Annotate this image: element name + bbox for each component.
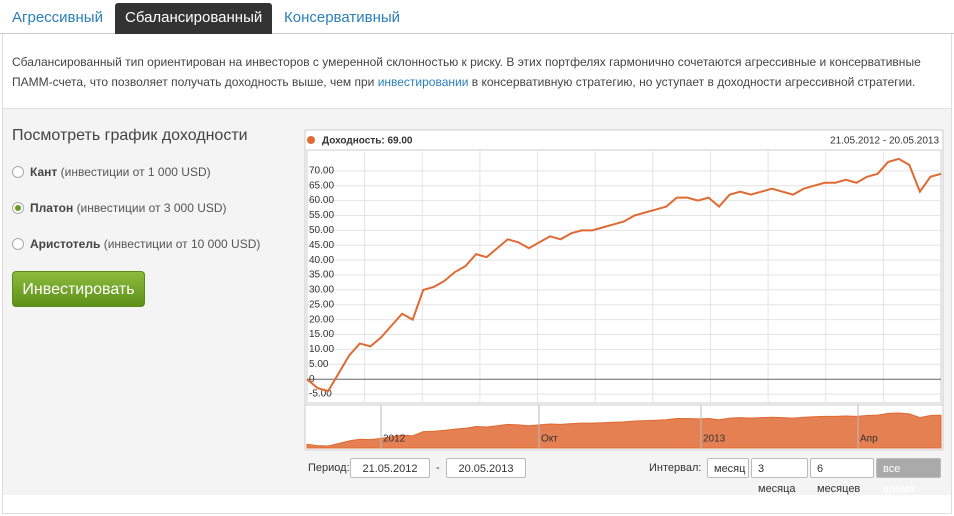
y-tick-label: 50.00 <box>309 225 334 236</box>
plot-area <box>306 149 942 404</box>
legend-marker <box>307 136 315 144</box>
panel <box>2 34 952 514</box>
tab[interactable]: Сбалансированный <box>115 3 273 34</box>
interval-button[interactable]: месяц <box>707 458 749 478</box>
radio-option[interactable]: Платон (инвестиции от 3 000 USD) <box>12 200 227 216</box>
tab-bar: Агрессивный Сбалансированный Консервативны… <box>0 0 954 34</box>
sidebar-title: Посмотреть график доходности <box>12 127 248 144</box>
y-tick-label: 65.00 <box>309 180 334 191</box>
description: Сбалансированный тип ориентирован на инв… <box>12 52 944 92</box>
date-input[interactable]: 21.05.2012 <box>350 458 430 478</box>
nav-label: Окт <box>541 434 558 445</box>
option-detail: (инвестиции от 1 000 USD) <box>60 165 211 179</box>
radio[interactable] <box>12 201 24 214</box>
text: в консервативную стратегию, но уступает … <box>471 75 916 89</box>
nav-label: Апр <box>860 434 878 445</box>
y-tick-label: 0 <box>309 374 315 385</box>
radio-option[interactable]: Кант (инвестиции от 1 000 USD) <box>12 164 211 180</box>
date-range: 21.05.2012 - 20.05.2013 <box>830 136 939 147</box>
y-tick-label: 5.00 <box>309 359 329 370</box>
y-tick-label: 60.00 <box>309 195 334 206</box>
text: Сбалансированный тип ориентирован на инв… <box>12 55 921 89</box>
y-tick-label: 30.00 <box>309 285 334 296</box>
tab[interactable]: Агрессивный <box>12 9 103 26</box>
option-detail: (инвестиции от 3 000 USD) <box>76 201 227 215</box>
option-name: Кант <box>30 165 58 179</box>
period-label: Период: <box>308 462 350 474</box>
option-name: Платон <box>30 201 74 215</box>
nav-label: 2013 <box>703 434 726 445</box>
y-tick-label: 45.00 <box>309 240 334 251</box>
y-tick-label: 15.00 <box>309 329 334 340</box>
y-tick-label: 10.00 <box>309 344 334 355</box>
radio-option[interactable]: Аристотель (инвестиции от 10 000 USD) <box>12 236 260 252</box>
y-tick-label: 25.00 <box>309 299 334 310</box>
date-input[interactable]: 20.05.2013 <box>446 458 526 478</box>
interval-button[interactable]: 6 месяцев <box>810 458 874 495</box>
tab[interactable]: Консервативный <box>284 9 401 26</box>
y-tick-label: 20.00 <box>309 314 334 325</box>
interval-button[interactable]: 3 месяца <box>751 458 808 495</box>
y-tick-label: 55.00 <box>309 210 334 221</box>
link[interactable]: инвестировании <box>377 75 469 89</box>
nav-label: 2012 <box>383 434 406 445</box>
option-detail: (инвестиции от 10 000 USD) <box>103 237 261 251</box>
y-tick-label: 35.00 <box>309 270 334 281</box>
legend: Доходность: 69.00 <box>322 136 413 147</box>
y-tick-label: 70.00 <box>309 165 334 176</box>
navigator-area <box>306 412 942 449</box>
interval-button[interactable]: все время <box>876 458 941 495</box>
interval-label: Интервал: <box>649 462 702 474</box>
radio[interactable] <box>12 165 24 178</box>
invest-button[interactable]: Инвестировать <box>12 271 145 307</box>
separator: - <box>436 462 440 474</box>
y-tick-label: -5.00 <box>309 389 332 400</box>
radio[interactable] <box>12 237 24 250</box>
option-name: Аристотель <box>30 237 101 251</box>
line <box>306 157 942 393</box>
y-tick-label: 40.00 <box>309 255 334 266</box>
